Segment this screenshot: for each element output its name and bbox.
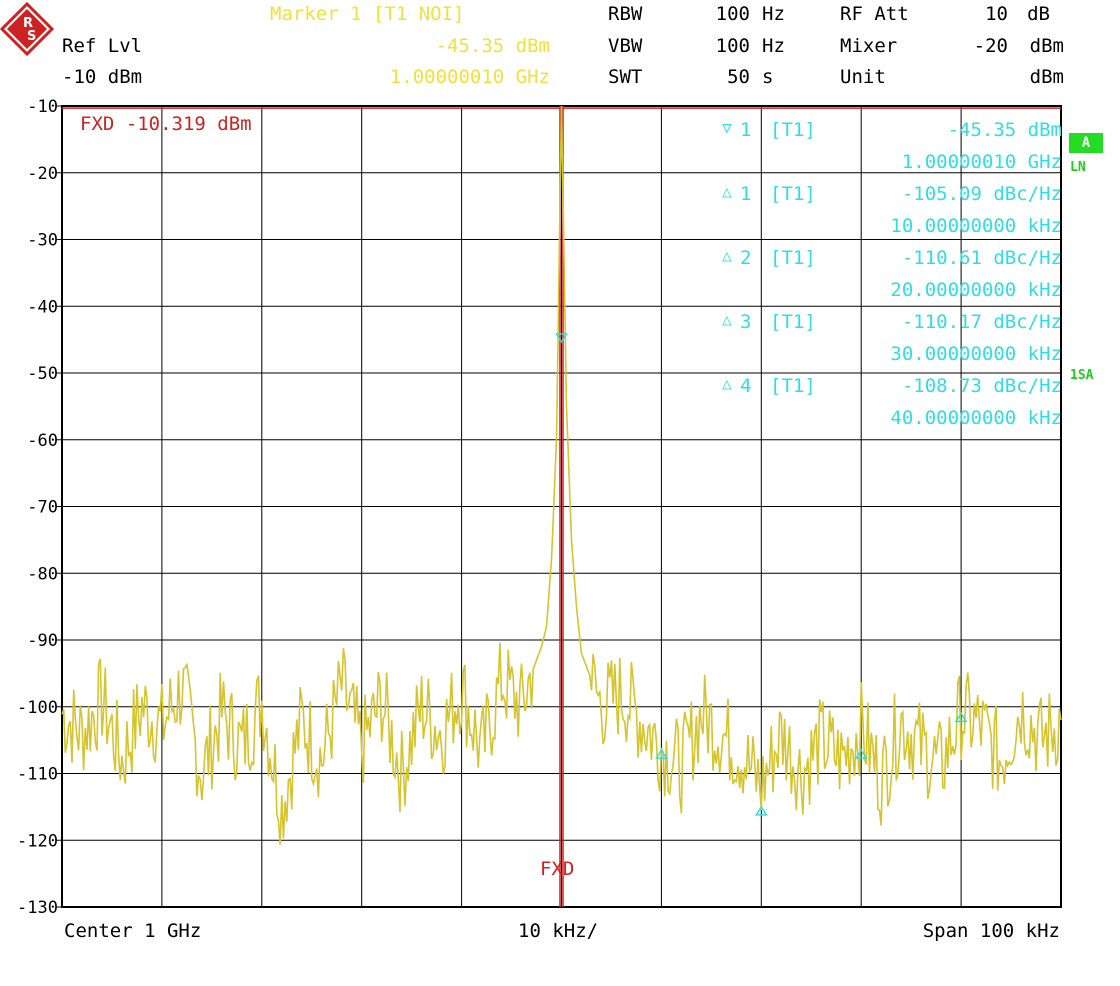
marker-symbol-icon: △ <box>722 310 732 329</box>
marker-number: 3 <box>740 311 752 333</box>
rohde-schwarz-logo: R S <box>0 2 54 56</box>
marker-value: -45.35 dBm <box>435 35 550 57</box>
fxd-label: FXD -10.319 dBm <box>80 113 252 135</box>
sa-indicator: 1SA <box>1070 368 1094 383</box>
vbw-value: 100 <box>715 35 750 57</box>
marker-title: Marker 1 [T1 NOI] <box>270 3 465 25</box>
marker-symbol-icon: △ <box>722 246 732 265</box>
swt-unit: s <box>762 66 774 88</box>
marker-1-icon <box>555 333 568 344</box>
marker-frequency: 1.00000010 GHz <box>389 66 550 88</box>
marker-number: 1 <box>740 119 752 141</box>
marker-symbol-icon: △ <box>722 182 732 201</box>
y-tick-label: -130 <box>17 898 58 918</box>
vbw-label: VBW <box>608 35 643 57</box>
marker-position: 40.00000000 kHz <box>890 407 1062 429</box>
fxd-bottom-label: FXD <box>540 858 575 880</box>
rf-att-label: RF Att <box>840 3 909 25</box>
delta-marker-icon <box>954 712 968 723</box>
marker-position: 1.00000010 GHz <box>901 151 1062 173</box>
vbw-unit: Hz <box>762 35 785 57</box>
mixer-label: Mixer <box>840 35 898 57</box>
marker-trace: [T1] <box>770 247 816 269</box>
rbw-unit: Hz <box>762 3 785 25</box>
marker-position: 10.00000000 kHz <box>890 215 1062 237</box>
y-tick-label: -120 <box>17 831 58 851</box>
unit-label: Unit <box>840 66 886 88</box>
y-tick-label: -100 <box>17 698 58 718</box>
y-tick-label: -110 <box>17 765 58 785</box>
y-tick-label: -30 <box>27 231 58 251</box>
marker-value: -108.73 dBc/Hz <box>901 375 1062 397</box>
swt-value: 50 <box>727 66 750 88</box>
y-tick-label: -80 <box>27 564 58 584</box>
marker-value: -110.61 dBc/Hz <box>901 247 1062 269</box>
marker-trace: [T1] <box>770 311 816 333</box>
marker-symbol-icon: ▽ <box>722 118 732 137</box>
span: Span 100 kHz <box>922 920 1060 942</box>
y-tick-label: -70 <box>27 498 58 518</box>
rf-att-value: 10 <box>985 3 1008 25</box>
trace-a-badge: A <box>1069 133 1103 153</box>
marker-number: 1 <box>740 183 752 205</box>
y-tick-label: -10 <box>27 97 58 117</box>
delta-marker-icon <box>754 805 768 816</box>
swt-label: SWT <box>608 66 643 88</box>
ref-level-label: Ref Lvl <box>62 35 143 57</box>
rbw-label: RBW <box>608 3 643 25</box>
marker-trace: [T1] <box>770 183 816 205</box>
y-tick-label: -90 <box>27 631 58 651</box>
mixer-unit: dBm <box>1029 35 1064 57</box>
svg-text:S: S <box>27 29 36 44</box>
marker-value: -105.09 dBc/Hz <box>901 183 1062 205</box>
y-tick-label: -50 <box>27 364 58 384</box>
unit-value: dBm <box>1029 66 1064 88</box>
rf-att-unit: dB <box>1027 3 1050 25</box>
delta-marker-icon <box>655 748 668 759</box>
rbw-value: 100 <box>715 3 750 25</box>
marker-number: 4 <box>740 375 752 397</box>
svg-text:R: R <box>23 16 33 31</box>
marker-position: 30.00000000 kHz <box>890 343 1062 365</box>
delta-marker-icon <box>854 748 868 759</box>
y-tick-label: -40 <box>27 297 58 317</box>
marker-value: -45.35 dBm <box>947 119 1062 141</box>
frequency-per-division: 10 kHz/ <box>518 920 599 942</box>
ln-indicator: LN <box>1070 160 1086 175</box>
ref-level-value: -10 dBm <box>62 66 143 88</box>
center-frequency: Center 1 GHz <box>64 920 202 942</box>
marker-number: 2 <box>740 247 752 269</box>
marker-symbol-icon: △ <box>722 374 732 393</box>
marker-trace: [T1] <box>770 119 816 141</box>
mixer-value: -20 <box>973 35 1008 57</box>
marker-value: -110.17 dBc/Hz <box>901 311 1062 333</box>
y-tick-label: -60 <box>27 431 58 451</box>
trace-line <box>61 105 1062 845</box>
y-tick-label: -20 <box>27 164 58 184</box>
marker-trace: [T1] <box>770 375 816 397</box>
marker-position: 20.00000000 kHz <box>890 279 1062 301</box>
